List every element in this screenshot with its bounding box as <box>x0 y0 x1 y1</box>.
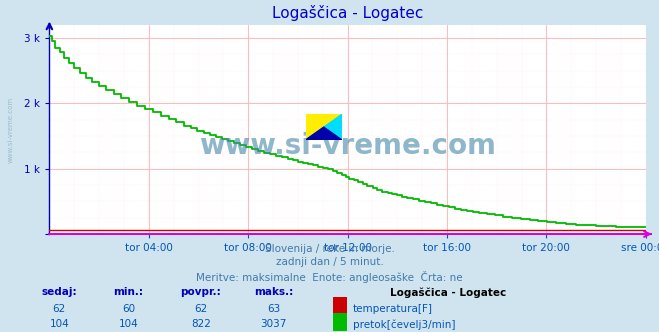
Text: 104: 104 <box>49 319 69 329</box>
Text: www.si-vreme.com: www.si-vreme.com <box>8 96 14 163</box>
Title: Logaščica - Logatec: Logaščica - Logatec <box>272 5 423 21</box>
Polygon shape <box>306 127 342 140</box>
Text: pretok[čevelj3/min]: pretok[čevelj3/min] <box>353 319 455 330</box>
Polygon shape <box>306 114 342 140</box>
Text: povpr.:: povpr.: <box>181 287 221 297</box>
Text: www.si-vreme.com: www.si-vreme.com <box>199 132 496 160</box>
Text: Slovenija / reke in morje.: Slovenija / reke in morje. <box>264 244 395 254</box>
Text: 3037: 3037 <box>260 319 287 329</box>
Text: 60: 60 <box>122 304 135 314</box>
Text: 104: 104 <box>119 319 138 329</box>
Text: zadnji dan / 5 minut.: zadnji dan / 5 minut. <box>275 257 384 267</box>
Polygon shape <box>306 114 342 140</box>
Text: Logaščica - Logatec: Logaščica - Logatec <box>390 287 506 298</box>
Text: temperatura[F]: temperatura[F] <box>353 304 432 314</box>
Text: 63: 63 <box>267 304 280 314</box>
Text: maks.:: maks.: <box>254 287 293 297</box>
Text: 822: 822 <box>191 319 211 329</box>
Text: min.:: min.: <box>113 287 144 297</box>
Text: 62: 62 <box>53 304 66 314</box>
Text: Meritve: maksimalne  Enote: angleosaške  Črta: ne: Meritve: maksimalne Enote: angleosaške Č… <box>196 271 463 283</box>
Text: sedaj:: sedaj: <box>42 287 77 297</box>
Text: 62: 62 <box>194 304 208 314</box>
